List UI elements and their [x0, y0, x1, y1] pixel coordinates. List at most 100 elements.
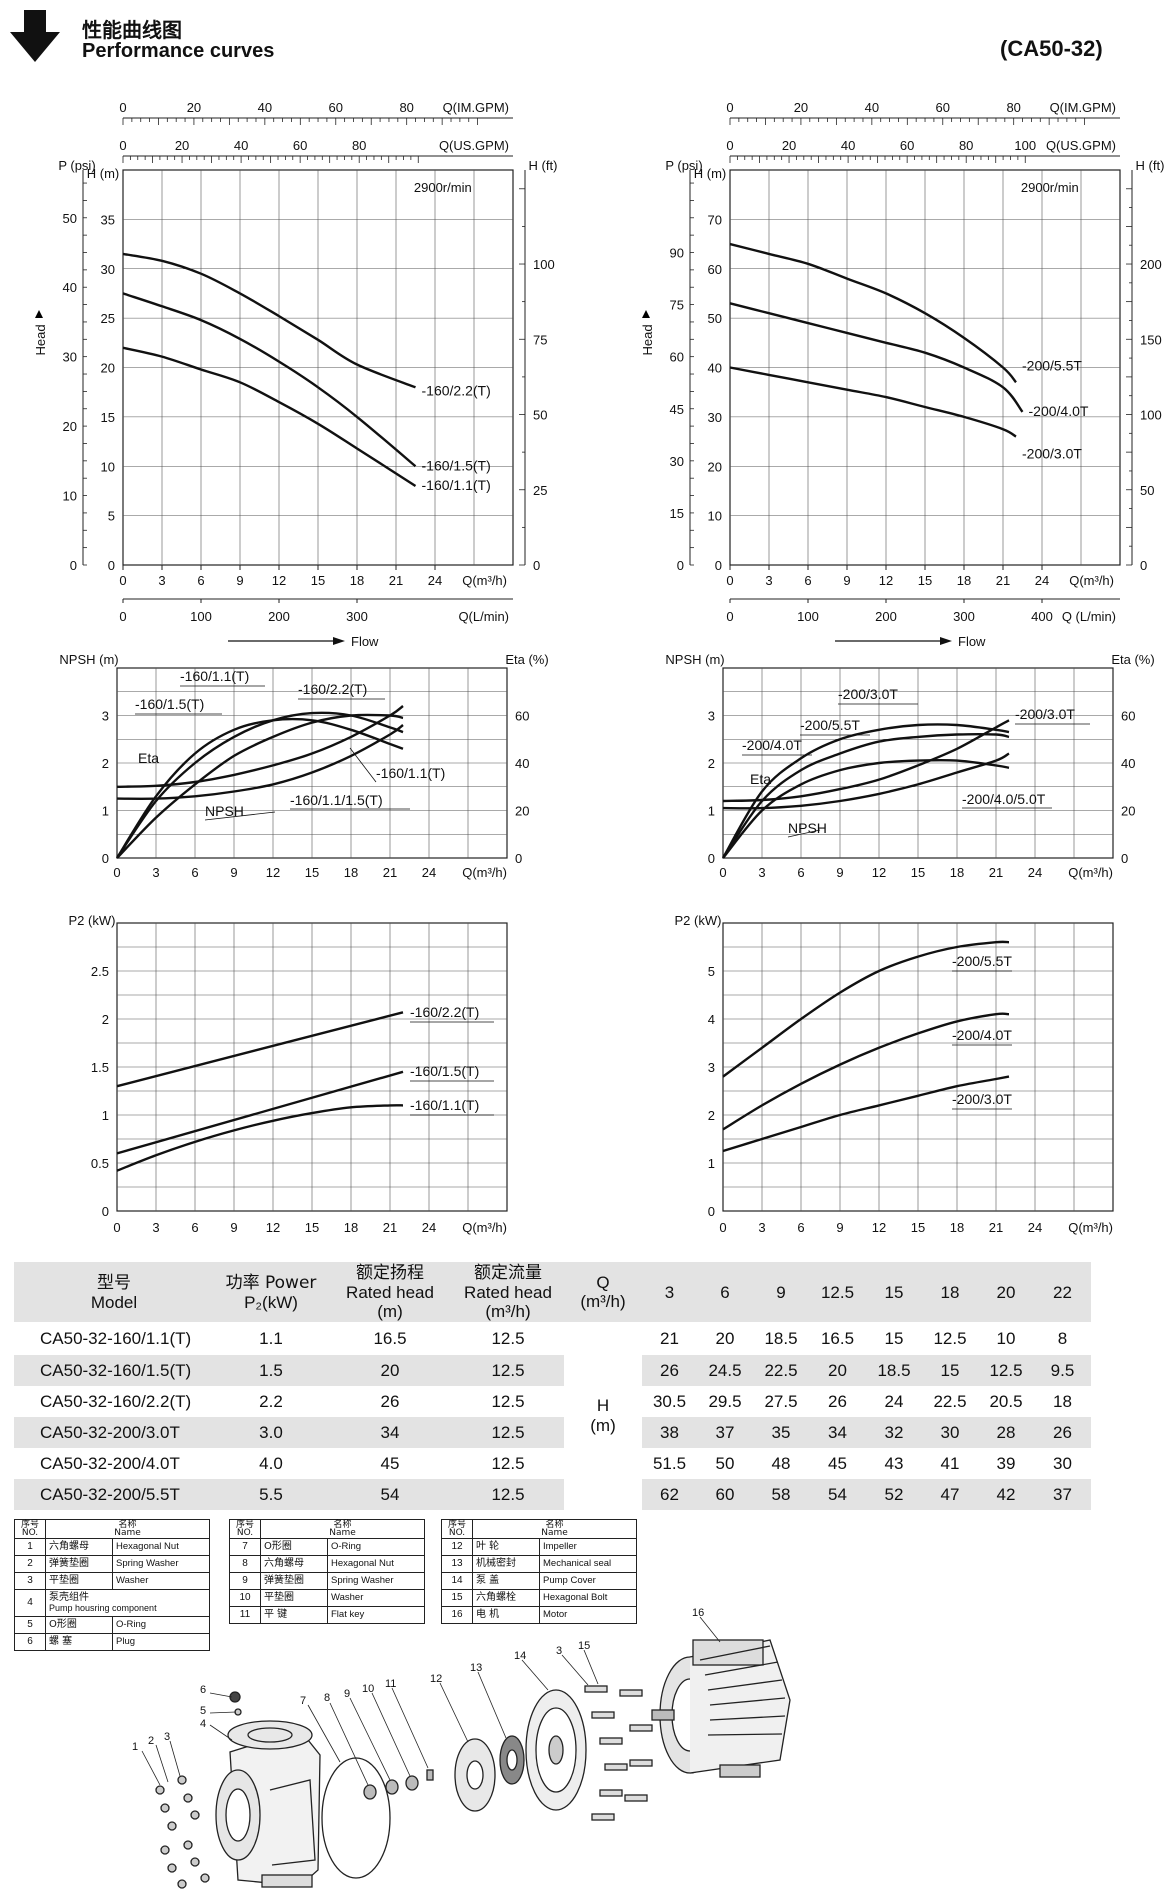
y-tick-label: 5 — [708, 964, 715, 979]
x2-tick-label: 200 — [875, 609, 897, 624]
parts-no-header: 序号 NO. — [14, 1519, 46, 1539]
us-gpm-label: Q(US.GPM) — [439, 138, 509, 153]
callout-label: 3 — [556, 1645, 562, 1657]
rated-flow-cell: 12.5 — [491, 1453, 525, 1473]
x-tick-label: 21 — [389, 573, 403, 588]
h-value-cell: 20 — [809, 1355, 866, 1386]
y-axis-label: P2 (kW) — [69, 913, 116, 928]
x-tick-label: 0 — [119, 573, 126, 588]
parts-row: 2 弹簧垫圈 Spring Washer — [14, 1555, 210, 1573]
x-tick-label: 9 — [236, 573, 243, 588]
h-value-cell: 15 — [884, 1328, 904, 1348]
h-label: H — [596, 1396, 610, 1415]
x-tick-label: 9 — [230, 1220, 237, 1235]
series-line — [722, 752, 1010, 810]
col-model-en: Model — [90, 1292, 138, 1312]
col-power-cn: 功率 Power — [225, 1272, 317, 1293]
series-line — [116, 1011, 404, 1088]
q-value: 15 — [866, 1262, 922, 1322]
parts-row: 5 O形圈 O-Ring — [14, 1616, 210, 1634]
parts-row: 8 六角螺母 Hexagonal Nut — [229, 1555, 425, 1573]
h-label-cell: H (m) — [564, 1322, 642, 1510]
q-value: 20 — [978, 1262, 1034, 1322]
parts-row: 7 O形圈 O-Ring — [229, 1538, 425, 1556]
series-label: -160/1.5(T) — [410, 1063, 479, 1079]
callout-label: 13 — [470, 1662, 482, 1674]
series-line — [116, 705, 404, 788]
x-tick-label: 12 — [266, 865, 280, 880]
series-label: -160/2.2(T) — [410, 1004, 479, 1020]
rated-flow-cell: 12.5 — [491, 1328, 525, 1348]
head-side-label: Head — [640, 324, 655, 355]
y-tick-label: 1 — [708, 1156, 715, 1171]
ft-tick-label: 0 — [1140, 558, 1147, 573]
psi-tick-label: 40 — [63, 280, 77, 295]
x-tick-label: 12 — [872, 1220, 886, 1235]
x2-axis-label: Q (L/min) — [1062, 609, 1116, 624]
im-gpm-tick: 60 — [329, 100, 343, 115]
flow-label: Flow — [351, 634, 379, 649]
psi-tick-label: 20 — [63, 419, 77, 434]
hexagonal-bolts-drawing — [584, 1685, 653, 1821]
rated-head-cell: 16.5 — [373, 1328, 407, 1348]
model-cell: CA50-32-160/1.5(T) — [14, 1355, 214, 1386]
y-tick-label: 0 — [102, 1204, 109, 1219]
housing-fasteners-drawing — [155, 1691, 242, 1889]
y-tick-label: 0.5 — [91, 1156, 109, 1171]
parts-row: 9 弹簧垫圈 Spring Washer — [229, 1572, 425, 1590]
part-name-en: Hexagonal Nut — [327, 1555, 425, 1573]
parts-header: 序号 NO. 名称 Name — [441, 1519, 637, 1539]
h-value-cell: 9.5 — [1034, 1355, 1091, 1386]
y-tick-label: 50 — [708, 311, 722, 326]
x-tick-label: 0 — [113, 1220, 120, 1235]
psi-tick-label: 0 — [70, 558, 77, 573]
h-value-cell: 20 — [715, 1328, 735, 1348]
psi-tick-label: 30 — [63, 350, 77, 365]
h-value-cell: 51.5 — [652, 1453, 687, 1473]
y-tick-label: 15 — [101, 410, 115, 425]
part-no: 5 — [14, 1616, 46, 1634]
title-cn: 性能曲线图 — [82, 18, 182, 42]
psi-tick-label: 60 — [670, 350, 684, 365]
x-tick-label: 6 — [197, 573, 204, 588]
series-line — [729, 302, 1024, 413]
h-value-cell: 15 — [922, 1355, 978, 1386]
part-name-cn: 螺 塞 — [45, 1633, 113, 1651]
col-rated-flow-en: Rated head — [464, 1283, 552, 1302]
impeller-drawing — [454, 1738, 496, 1812]
parts-no-en: NO. — [21, 1528, 39, 1538]
series-label: -200/4.0T — [1029, 403, 1089, 419]
part-name-en: Flat key — [327, 1606, 425, 1624]
y-tick-label: 10 — [101, 459, 115, 474]
h-value-cell: 37 — [697, 1417, 753, 1448]
parts-no-header: 序号 NO. — [441, 1519, 473, 1539]
curve-label: -200/4.0T — [742, 737, 802, 753]
flow-arrow-head — [940, 637, 952, 645]
part-name-cn: 平垫圈 — [45, 1572, 113, 1590]
series-line — [722, 719, 1010, 803]
x-tick-label: 6 — [797, 1220, 804, 1235]
series-label: -160/1.1(T) — [410, 1097, 479, 1113]
col-power-en: P₂(kW) — [244, 1292, 298, 1312]
npsh-tick-label: 0 — [102, 851, 109, 866]
x-tick-label: 21 — [383, 1220, 397, 1235]
page-header: 性能曲线图 Performance curves (CA50-32) — [0, 0, 1169, 70]
eta-tick-label: 0 — [1121, 851, 1128, 866]
y-tick-label: 3 — [708, 1060, 715, 1075]
up-arrow-icon — [35, 310, 43, 318]
part-name-en: Impeller — [539, 1538, 637, 1556]
us-gpm-tick: 20 — [175, 138, 189, 153]
leader-line — [204, 811, 276, 821]
npsh-tick-label: 0 — [708, 851, 715, 866]
parts-name-cn: 名称 — [118, 1520, 137, 1530]
h-value-cell: 21 — [660, 1328, 679, 1348]
series-label: -160/2.2(T) — [422, 382, 491, 398]
part-name-cn: 平 键 — [260, 1606, 328, 1624]
part-name-cn: 弹簧垫圈 — [45, 1555, 113, 1573]
callout-label: 4 — [200, 1718, 206, 1730]
series-line — [729, 366, 1017, 438]
y-tick-label: 2 — [708, 1108, 715, 1123]
ft-tick-label: 150 — [1140, 332, 1162, 347]
y-axis-label: H (m) — [694, 166, 727, 181]
